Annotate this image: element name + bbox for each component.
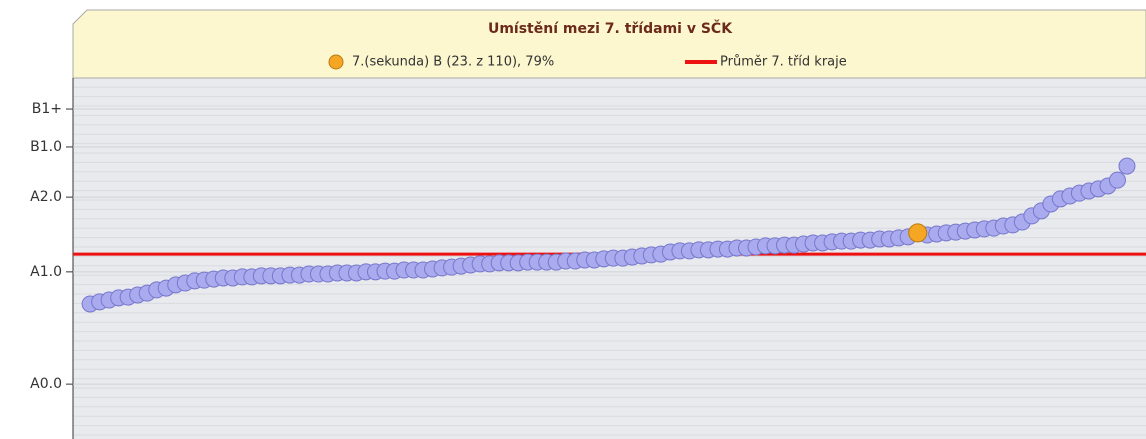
legend-label: Průměr 7. tříd kraje xyxy=(720,55,847,70)
y-tick-label: A0.0 xyxy=(30,376,62,392)
minor-grid xyxy=(73,86,1146,436)
point xyxy=(1108,171,1126,189)
highlight-point xyxy=(908,223,928,243)
y-tick-label: B1+ xyxy=(32,101,62,117)
y-tick-label: A2.0 xyxy=(30,189,62,205)
point xyxy=(1118,157,1136,175)
legend-marker xyxy=(328,54,344,70)
y-tick-label: A1.0 xyxy=(30,264,62,280)
y-tick-label: B1.0 xyxy=(30,139,62,155)
legend-label: 7.(sekunda) B (23. z 110), 79% xyxy=(352,55,554,70)
chart-title: Umístění mezi 7. třídami v SČK xyxy=(488,19,733,37)
